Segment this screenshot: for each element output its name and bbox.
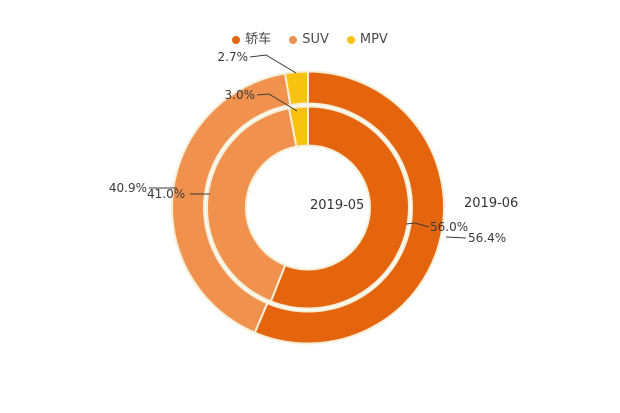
slice-outer-sedan[interactable] — [253, 70, 445, 345]
leader-inner-mpv — [256, 93, 298, 112]
donut-rings — [171, 70, 445, 345]
legend-item-mpv[interactable]: MPV — [346, 32, 388, 47]
label-inner-series: 2019-05 — [310, 198, 365, 213]
label-inner-mpv-percent: 3.0% — [224, 88, 256, 102]
sedan-legend-dot-icon — [232, 35, 241, 44]
legend: 轿车 SUV MPV — [0, 33, 620, 46]
legend-item-suv[interactable]: SUV — [289, 33, 329, 46]
leader-inner-sedan — [405, 222, 430, 228]
mpv-legend-dot-icon — [346, 35, 355, 44]
slice-inner-sedan[interactable] — [269, 105, 410, 310]
label-outer-sedan-percent: 56.4% — [468, 231, 507, 245]
label-inner-suv-percent: 41.0% — [147, 187, 186, 201]
label-outer-series: 2019-06 — [464, 196, 519, 211]
slice-inner-mpv[interactable] — [288, 105, 309, 148]
leader-lines — [149, 54, 467, 239]
slice-inner-suv[interactable] — [206, 107, 298, 303]
legend-label-suv: SUV — [302, 32, 329, 47]
leader-outer-sedan — [445, 236, 467, 239]
label-outer-suv-percent: 40.9% — [108, 181, 147, 195]
legend-item-sedan[interactable]: 轿车 — [232, 33, 271, 46]
legend-label-sedan: 轿车 — [245, 32, 272, 47]
slice-outer-mpv[interactable] — [284, 70, 309, 106]
label-inner-sedan-percent: 56.0% — [430, 220, 469, 234]
legend-label-mpv: MPV — [359, 32, 388, 47]
suv-legend-dot-icon — [289, 35, 298, 44]
leader-outer-mpv — [249, 54, 297, 74]
label-outer-mpv-percent: 2.7% — [217, 50, 249, 64]
